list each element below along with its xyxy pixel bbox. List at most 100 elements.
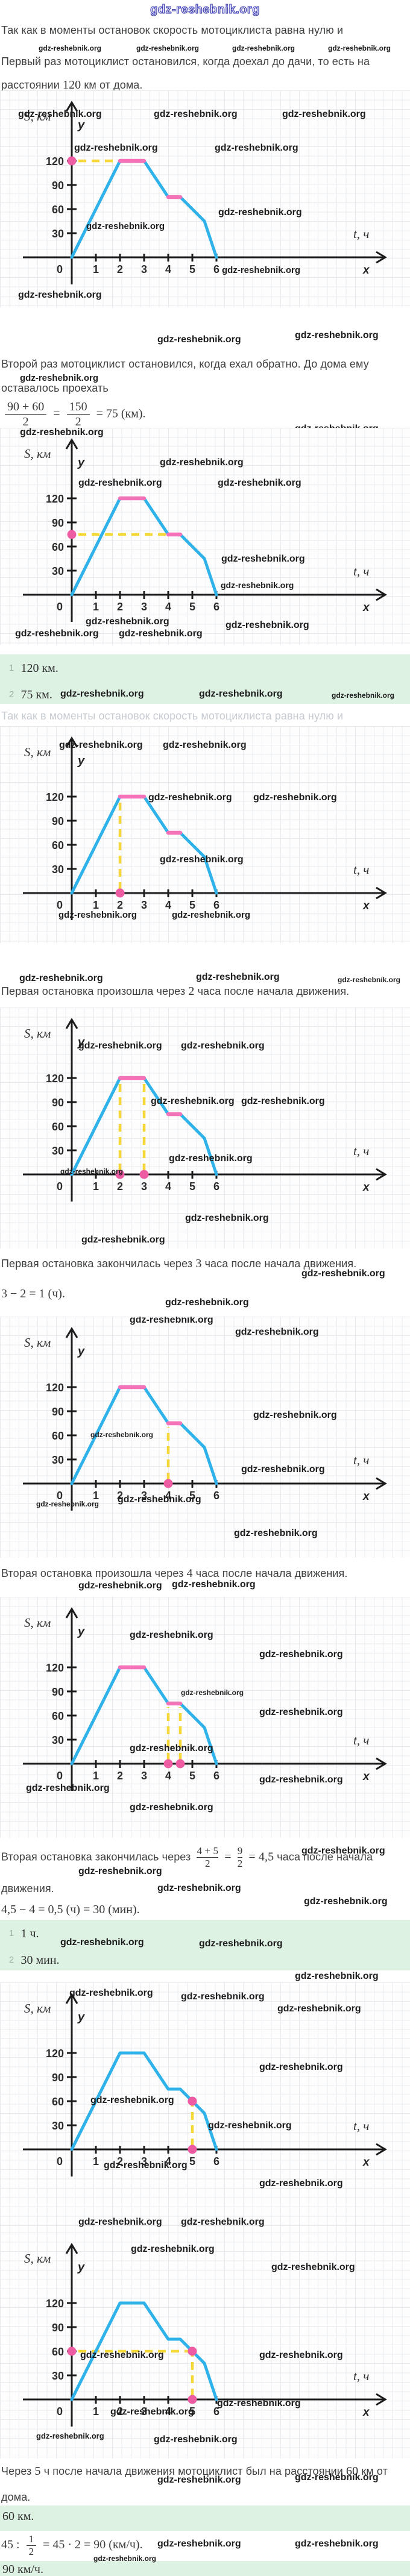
watermark-text: gdz-reshebnik.org (69, 1988, 153, 1998)
x-tick-label: 4 (165, 1490, 171, 1502)
fraction: 150 2 (66, 400, 90, 429)
x-tick-label: 3 (141, 2155, 147, 2167)
watermark-text: gdz-reshebnik.org (157, 2539, 241, 2549)
y-tick-label: 60 (52, 2346, 64, 2358)
marker-dot (175, 1759, 185, 1769)
distance-time-graph-7: 1 2 3 4 5 6 30 60 90 120 0 S, км y t, ч x gdz-reshebnik… (0, 1982, 410, 2236)
watermark-text: gdz-reshebnik.org (26, 1783, 110, 1793)
y-axis-letter: y (77, 119, 85, 132)
watermark-text: gdz-reshebnik.org (58, 910, 137, 920)
watermark-text: gdz-reshebnik.org (160, 457, 244, 468)
x-axis-arrow (376, 1477, 387, 1490)
watermark-text: gdz-reshebnik.org (199, 1938, 283, 1949)
x-tick-label: 5 (189, 1180, 195, 1192)
marker-dot (115, 1170, 125, 1179)
origin-label: 0 (57, 1490, 63, 1502)
answer-row-2: 2 30 мин. (5, 1954, 60, 1967)
origin-label: 0 (57, 263, 63, 275)
marker-dot (67, 530, 77, 539)
watermark-text: gdz-reshebnik.org (93, 2554, 157, 2563)
x-tick-label: 4 (165, 1180, 171, 1192)
watermark-text: gdz-reshebnik.org (36, 1500, 99, 1508)
distance-curve (70, 795, 218, 895)
y-tick-label: 60 (52, 1430, 64, 1442)
marker-dot (115, 888, 125, 898)
watermark-text: gdz-reshebnik.org (295, 1971, 379, 1981)
watermark-text: gdz-reshebnik.org (130, 1743, 213, 1753)
x-tick-label: 5 (189, 1770, 195, 1782)
watermark-text: gdz-reshebnik.org (104, 2160, 188, 2170)
x-axis-arrow (376, 588, 387, 601)
origin-label: 0 (57, 899, 63, 911)
x-tick-label: 2 (117, 263, 123, 275)
y-axis-letter: y (77, 2011, 85, 2024)
watermark-text: gdz-reshebnik.org (259, 1649, 343, 1659)
y-axis-title: S, км (24, 109, 51, 124)
watermark-text: gdz-reshebnik.org (259, 1775, 343, 1785)
answer-text: 60 км. (2, 2510, 34, 2523)
x-tick-label: 1 (93, 2155, 99, 2167)
y-tick-label: 120 (46, 1073, 64, 1085)
watermark-text: gdz-reshebnik.org (90, 2095, 174, 2105)
watermark-text: gdz-reshebnik.org (78, 478, 162, 488)
answer-number: 2 (8, 1955, 14, 1965)
marker-dot (188, 2096, 197, 2106)
distance-time-graph-4: 1 2 3 4 5 6 30 60 90 120 0 S, км y t, ч x gdz-reshebnik… (0, 1008, 410, 1249)
distance-value-120: 120 (62, 78, 81, 92)
formula-average-distance: 90 + 60 2 = 150 2 = 75 (км). (1, 400, 146, 429)
watermark-text: gdz-reshebnik.org (253, 792, 337, 803)
watermark-text: gdz-reshebnik.org (259, 2178, 343, 2189)
watermark-text: gdz-reshebnik.org (131, 2244, 215, 2254)
watermark-text: gdz-reshebnik.org (130, 1630, 213, 1640)
paragraph-five-hours-line2: дома. (1, 2491, 31, 2503)
paragraph-second-stop-start: Вторая остановка произошла через 4 часа … (1, 1567, 348, 1580)
fraction: 90 + 60 2 (5, 400, 47, 429)
x-tick-label: 4 (165, 263, 171, 275)
y-tick-label: 90 (52, 1406, 64, 1418)
x-tick-label: 6 (213, 601, 219, 613)
y-tick-label: 90 (52, 2072, 64, 2084)
y-tick-label: 120 (46, 2298, 64, 2310)
answer-text: 120 км. (20, 662, 58, 675)
watermark-text: gdz-reshebnik.org (15, 628, 99, 639)
y-tick-label: 30 (52, 2120, 64, 2132)
y-tick-label: 120 (46, 155, 64, 168)
watermark-text: gdz-reshebnik.org (130, 1317, 213, 1325)
watermark-text: gdz-reshebnik.org (78, 1041, 162, 1051)
watermark-text: gdz-reshebnik.org (86, 221, 165, 231)
watermark-text: gdz-reshebnik.org (259, 2350, 343, 2360)
y-tick-label: 30 (52, 2370, 64, 2382)
y-tick-label: 90 (52, 1097, 64, 1109)
answer-text: 90 км/ч. (2, 2563, 43, 2576)
x-axis-letter: x (362, 1770, 370, 1783)
answer-text: 1 ч. (20, 1927, 39, 1940)
x-axis-letter: x (362, 1490, 370, 1503)
y-axis-letter: y (77, 456, 85, 469)
watermark-text: gdz-reshebnik.org (277, 2004, 361, 2014)
watermark-text: gdz-reshebnik.org (218, 478, 301, 488)
graph-canvas: 1 2 3 4 5 6 30 60 90 120 0 S, км y t, ч x gdz-reshebnik… (18, 101, 387, 300)
y-tick-label: 120 (46, 791, 64, 803)
watermark-text: gdz-reshebnik.org (165, 1297, 249, 1308)
x-tick-label: 6 (213, 263, 219, 275)
watermark-text: gdz-reshebnik.org (148, 792, 232, 803)
graph-canvas: 1 2 3 4 5 6 30 60 90 120 0 S, км y t, ч x gdz-reshebnik… (23, 1988, 387, 2227)
origin-label: 0 (57, 1180, 63, 1192)
y-axis-arrow (65, 1607, 78, 1619)
watermark-text: gdz-reshebnik.org (196, 972, 280, 982)
x-tick-label: 4 (165, 601, 171, 613)
watermark-text: gdz-reshebnik.org (136, 44, 200, 52)
y-tick-label: 120 (46, 1382, 64, 1394)
distance-time-graph-6: 1 2 3 4 5 6 30 60 90 120 0 S, км y t, ч x gdz-reshebnik… (0, 1597, 410, 1838)
site-logo: gdz-reshebnik.org (150, 2, 260, 16)
x-tick-label: 1 (93, 899, 99, 911)
watermark-text: gdz-reshebnik.org (169, 1153, 253, 1164)
distance-time-graph-2: 1 2 3 4 5 6 30 60 90 120 0 S, км y t, ч x gdz-reshebnik… (0, 428, 410, 645)
graph-canvas: 1 2 3 4 5 6 30 60 90 120 0 S, км y t, ч x gdz-reshebnik… (23, 1317, 387, 1538)
watermark-text: gdz-reshebnik.org (185, 1213, 269, 1223)
watermark-text: gdz-reshebnik.org (60, 689, 144, 699)
y-axis-title: S, км (24, 2001, 51, 2016)
x-tick-label: 4 (165, 2405, 171, 2418)
watermark-text: gdz-reshebnik.org (39, 44, 102, 52)
x-tick-label: 3 (141, 1180, 147, 1192)
